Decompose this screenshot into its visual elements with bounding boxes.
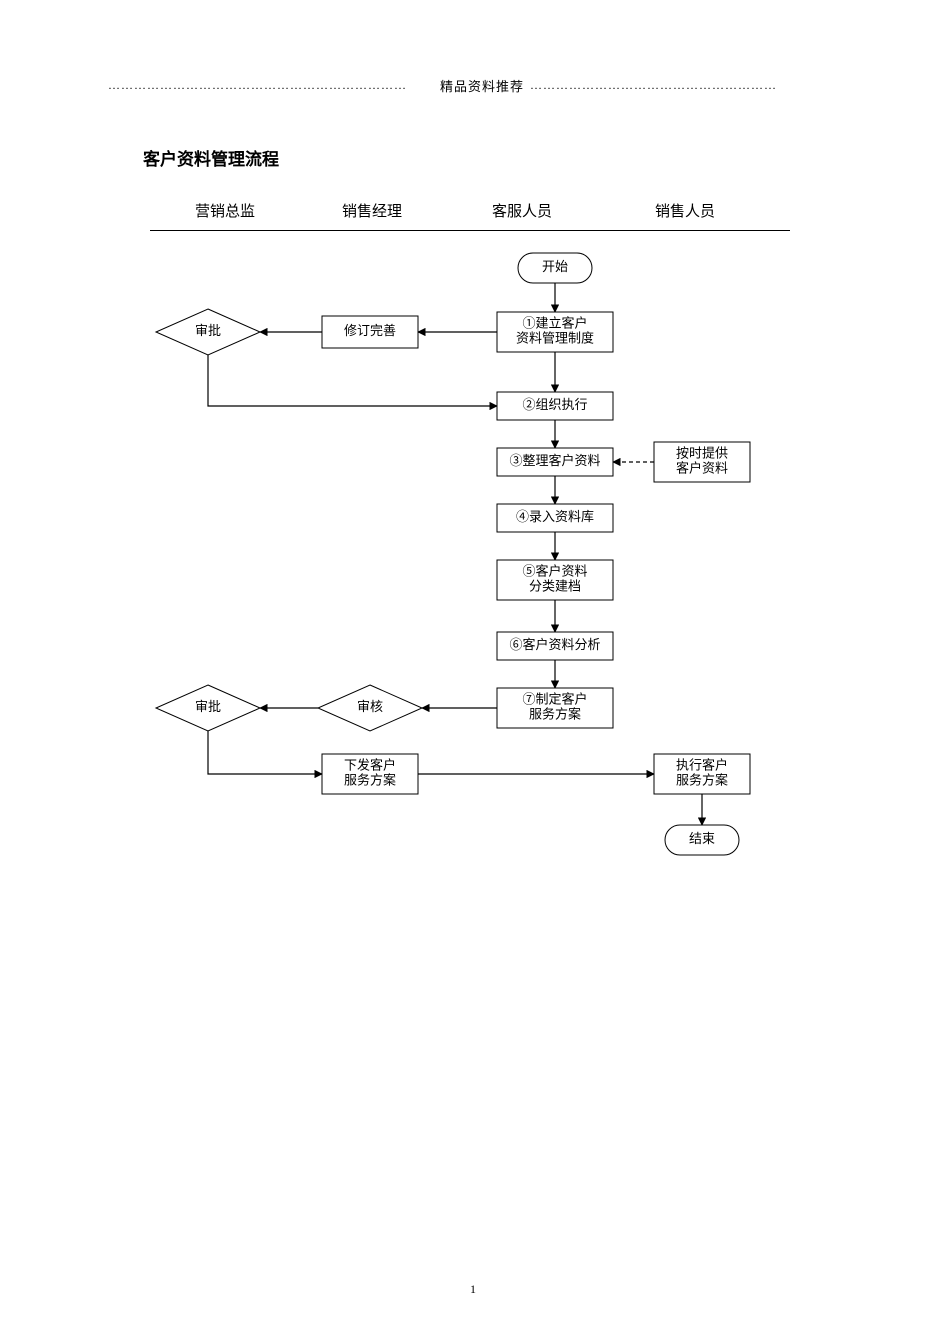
page-number: 1 — [470, 1282, 476, 1297]
node-label-n1-l1: 资料管理制度 — [516, 330, 594, 345]
node-label-n7-l0: ⑦制定客户 — [522, 691, 587, 706]
node-end: 结束 — [665, 825, 739, 855]
flowchart: 开始①建立客户资料管理制度修订完善审批②组织执行③整理客户资料按时提供客户资料④… — [0, 0, 945, 1000]
node-label-exec-l0: 执行客户 — [676, 757, 728, 772]
node-supply: 按时提供客户资料 — [654, 442, 750, 482]
node-label-n2: ②组织执行 — [522, 397, 587, 412]
node-label-supply-l0: 按时提供 — [676, 445, 728, 460]
node-label-n6: ⑥客户资料分析 — [509, 637, 600, 652]
node-label-n4: ④录入资料库 — [516, 509, 594, 524]
node-appr2: 审批 — [156, 685, 260, 731]
node-label-exec-l1: 服务方案 — [676, 772, 728, 787]
node-label-n1-l0: ①建立客户 — [522, 315, 587, 330]
node-label-review: 审核 — [357, 699, 383, 714]
edge-appr1-n2 — [208, 355, 497, 406]
node-issue: 下发客户服务方案 — [322, 754, 418, 794]
node-start: 开始 — [518, 253, 592, 283]
node-label-n7-l1: 服务方案 — [529, 706, 581, 721]
node-appr1: 审批 — [156, 309, 260, 355]
node-label-issue-l0: 下发客户 — [344, 757, 396, 772]
node-n2: ②组织执行 — [497, 392, 613, 420]
node-label-supply-l1: 客户资料 — [676, 460, 728, 475]
node-n5: ⑤客户资料分类建档 — [497, 560, 613, 600]
page: …………………………………………………………… 精品资料推荐 ………………………… — [0, 0, 945, 1337]
node-label-end: 结束 — [689, 831, 715, 846]
node-label-appr1: 审批 — [195, 323, 221, 338]
node-label-appr2: 审批 — [195, 699, 221, 714]
node-n6: ⑥客户资料分析 — [497, 632, 613, 660]
node-n3: ③整理客户资料 — [497, 448, 613, 476]
node-exec: 执行客户服务方案 — [654, 754, 750, 794]
node-label-n5-l0: ⑤客户资料 — [522, 563, 587, 578]
node-n1: ①建立客户资料管理制度 — [497, 312, 613, 352]
node-label-issue-l1: 服务方案 — [344, 772, 396, 787]
node-label-start: 开始 — [542, 259, 568, 274]
edge-appr2-issue — [208, 731, 322, 774]
node-label-revise: 修订完善 — [344, 323, 396, 338]
node-label-n5-l1: 分类建档 — [529, 578, 581, 593]
node-review: 审核 — [318, 685, 422, 731]
node-label-n3: ③整理客户资料 — [509, 453, 600, 468]
node-n4: ④录入资料库 — [497, 504, 613, 532]
node-n7: ⑦制定客户服务方案 — [497, 688, 613, 728]
node-revise: 修订完善 — [322, 316, 418, 348]
